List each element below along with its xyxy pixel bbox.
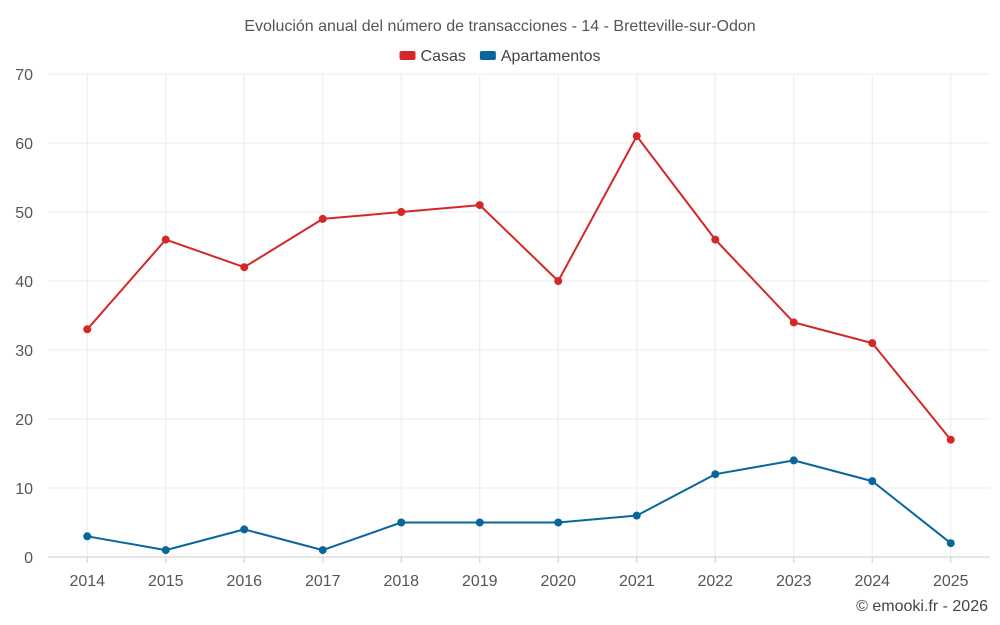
x-tick-label: 2016 <box>226 573 262 590</box>
legend-label: Casas <box>421 48 466 65</box>
data-point-casas[interactable] <box>632 132 641 141</box>
y-tick-label: 40 <box>15 274 33 291</box>
legend-item[interactable]: Apartamentos <box>479 48 601 65</box>
x-tick-label: 2019 <box>462 573 498 590</box>
data-point-apartamentos[interactable] <box>789 456 798 465</box>
y-tick-label: 50 <box>15 205 33 222</box>
data-point-apartamentos[interactable] <box>161 546 170 555</box>
data-point-apartamentos[interactable] <box>632 511 641 520</box>
y-tick-label: 30 <box>15 343 33 360</box>
legend-swatch <box>399 51 416 60</box>
data-point-apartamentos[interactable] <box>83 532 92 541</box>
data-point-casas[interactable] <box>240 263 249 272</box>
data-point-casas[interactable] <box>946 435 955 444</box>
x-tick-label: 2022 <box>697 573 733 590</box>
data-point-casas[interactable] <box>475 201 484 210</box>
series-line-apartamentos <box>87 459 952 552</box>
x-tick-label: 2018 <box>383 573 419 590</box>
x-tick-label: 2024 <box>854 573 890 590</box>
y-tick-label: 20 <box>15 412 33 429</box>
credit-text: © emooki.fr - 2026 <box>856 598 988 615</box>
series-line-casas <box>86 135 952 441</box>
gridlines <box>48 73 990 563</box>
data-point-casas[interactable] <box>318 214 327 223</box>
data-point-apartamentos[interactable] <box>554 518 563 527</box>
data-point-apartamentos[interactable] <box>475 518 484 527</box>
x-tick-label: 2021 <box>619 573 655 590</box>
chart-title: Evolución anual del número de transaccio… <box>244 18 755 35</box>
data-point-apartamentos[interactable] <box>868 477 877 486</box>
y-tick-label: 0 <box>24 550 33 567</box>
data-point-casas[interactable] <box>397 208 406 216</box>
data-point-casas[interactable] <box>161 235 170 244</box>
data-point-apartamentos[interactable] <box>711 470 720 479</box>
data-point-casas[interactable] <box>554 277 563 285</box>
x-axis-ticks: 2014 2015 2016 2017 2018 2019 2020 2021 2022 2023… <box>69 573 968 590</box>
y-axis-ticks: 0 10 20 30 40 50 60 70 <box>15 67 33 567</box>
legend-swatch <box>479 51 496 60</box>
data-point-apartamentos[interactable] <box>240 525 249 534</box>
series-layer <box>83 132 955 555</box>
data-point-casas[interactable] <box>789 318 798 327</box>
data-point-apartamentos[interactable] <box>946 539 955 548</box>
x-tick-label: 2014 <box>69 573 105 590</box>
x-tick-label: 2023 <box>776 573 812 590</box>
y-tick-label: 60 <box>15 136 33 153</box>
data-point-casas[interactable] <box>83 325 92 334</box>
y-tick-label: 10 <box>15 481 33 498</box>
x-tick-label: 2020 <box>540 573 576 590</box>
legend-item[interactable]: Casas <box>399 48 466 65</box>
data-point-apartamentos[interactable] <box>397 518 406 527</box>
data-point-apartamentos[interactable] <box>318 546 327 555</box>
legend: Casas Apartamentos <box>399 48 601 65</box>
data-point-casas[interactable] <box>711 235 720 244</box>
x-tick-label: 2015 <box>148 573 184 590</box>
legend-label: Apartamentos <box>501 48 601 65</box>
y-tick-label: 70 <box>15 67 33 84</box>
x-tick-label: 2017 <box>305 573 341 590</box>
data-point-casas[interactable] <box>868 339 877 348</box>
x-tick-label: 2025 <box>933 573 969 590</box>
